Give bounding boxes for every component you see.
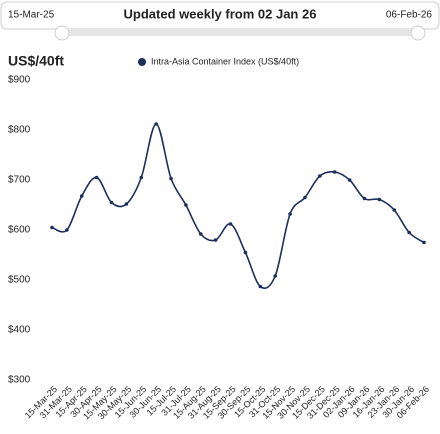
point xyxy=(362,196,367,201)
line xyxy=(51,123,425,290)
point xyxy=(288,212,292,216)
slider-handle[interactable] xyxy=(54,25,70,41)
point xyxy=(273,274,278,278)
point xyxy=(392,208,397,212)
slider-caption: Updated weekly from 02 Jan 26 xyxy=(124,6,317,21)
point xyxy=(407,230,411,235)
y-axis-label: US$/40ft xyxy=(8,53,64,69)
point xyxy=(139,175,144,180)
slider-handle[interactable] xyxy=(410,25,426,41)
point xyxy=(124,202,129,206)
y-tick-label: $900 xyxy=(8,75,31,86)
point xyxy=(303,195,307,200)
point xyxy=(184,203,188,207)
point xyxy=(50,225,54,230)
slider-end: 06-Feb-26 xyxy=(386,10,433,21)
point xyxy=(258,284,263,289)
y-tick-label: $400 xyxy=(8,325,31,336)
point xyxy=(169,176,173,181)
legend-label: Intra-Asia Container Index (US$/40ft) xyxy=(151,56,299,66)
y-tick-label: $500 xyxy=(8,275,31,286)
point xyxy=(318,174,322,178)
point xyxy=(109,200,114,205)
point xyxy=(422,240,426,245)
point xyxy=(228,222,233,226)
point xyxy=(79,194,84,198)
point xyxy=(199,232,203,236)
point xyxy=(65,228,69,232)
y-tick-label: $300 xyxy=(8,375,31,386)
y-tick-label: $700 xyxy=(8,175,31,186)
point xyxy=(332,170,337,174)
point xyxy=(243,250,248,255)
y-tick-label: $800 xyxy=(8,125,31,136)
point xyxy=(347,178,352,182)
y-tick-label: $600 xyxy=(8,225,31,236)
slider-box xyxy=(0,1,440,30)
point xyxy=(213,238,218,242)
legend-marker xyxy=(138,58,146,66)
slider-track[interactable] xyxy=(60,30,420,36)
point xyxy=(154,122,158,126)
point xyxy=(94,175,99,180)
point xyxy=(377,197,382,202)
slider-start: 15-Mar-25 xyxy=(8,10,55,21)
